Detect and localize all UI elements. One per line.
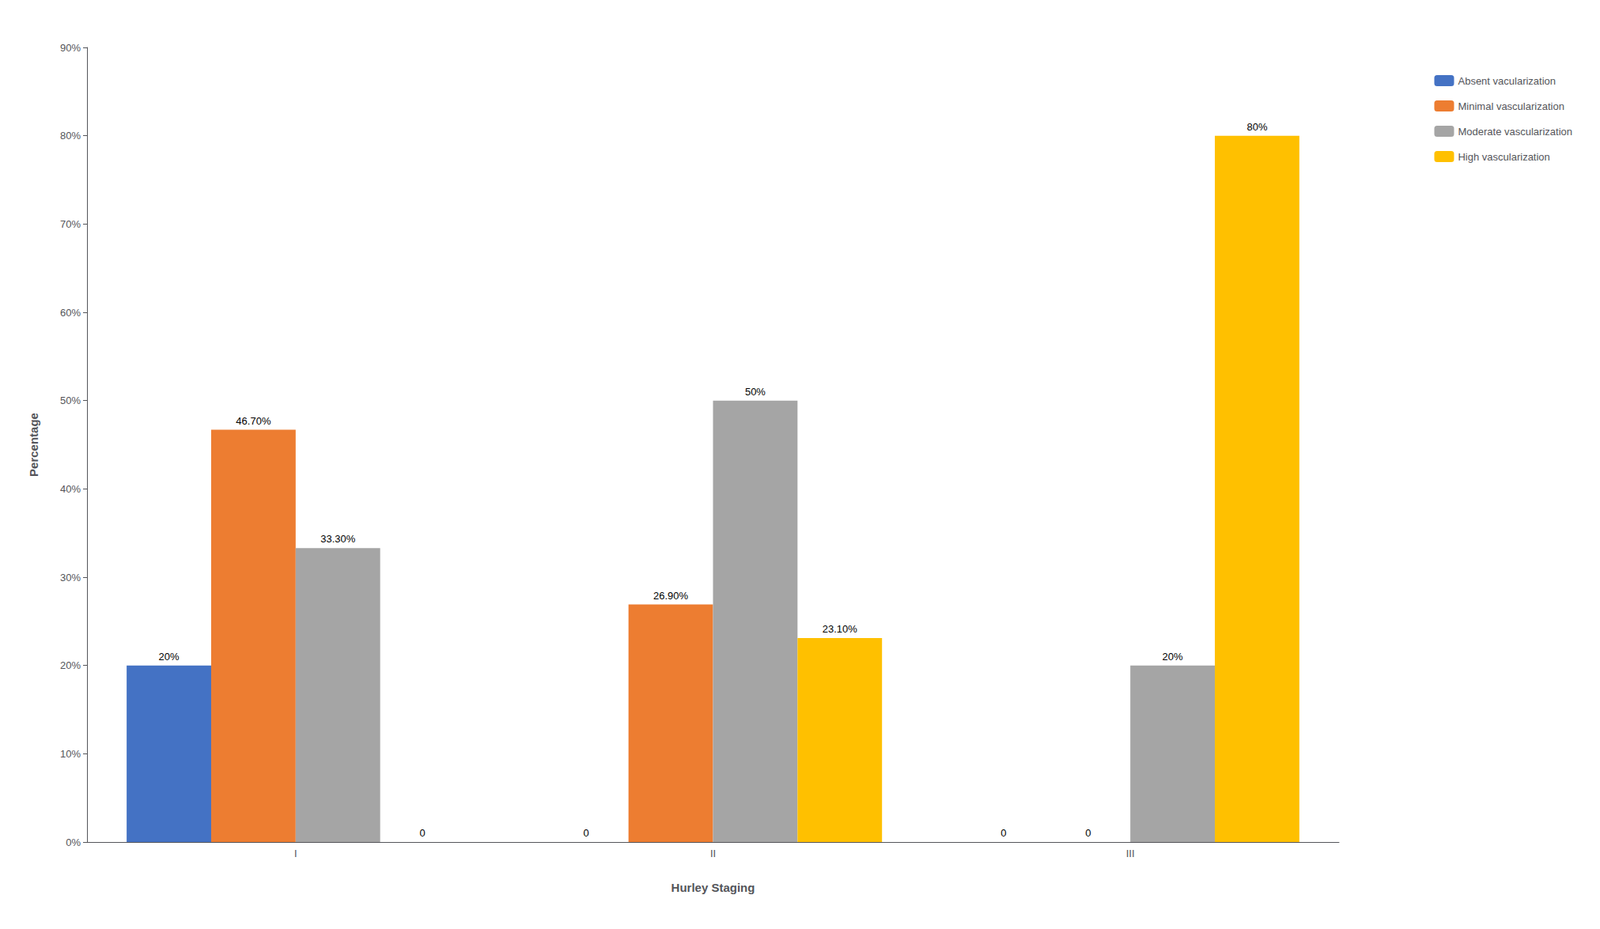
svg-text:46.70%: 46.70% bbox=[235, 415, 272, 428]
svg-text:20%: 20% bbox=[158, 650, 180, 663]
svg-text:60%: 60% bbox=[60, 306, 81, 319]
svg-text:80%: 80% bbox=[1246, 121, 1268, 133]
svg-text:23.10%: 23.10% bbox=[822, 623, 859, 636]
svg-text:Hurley Staging: Hurley Staging bbox=[671, 881, 756, 895]
svg-text:70%: 70% bbox=[60, 218, 81, 231]
svg-text:0%: 0% bbox=[65, 836, 81, 849]
svg-text:20%: 20% bbox=[1162, 650, 1184, 663]
svg-text:10%: 10% bbox=[60, 748, 81, 761]
svg-text:0: 0 bbox=[583, 827, 590, 840]
svg-text:33.30%: 33.30% bbox=[320, 533, 356, 545]
svg-text:Percentage: Percentage bbox=[26, 412, 41, 477]
svg-text:Minimal vascularization: Minimal vascularization bbox=[1457, 100, 1564, 113]
svg-text:90%: 90% bbox=[60, 41, 81, 54]
svg-text:III: III bbox=[1126, 847, 1135, 860]
svg-text:80%: 80% bbox=[60, 129, 81, 142]
svg-text:26.90%: 26.90% bbox=[653, 590, 689, 602]
svg-text:50%: 50% bbox=[60, 394, 81, 407]
svg-text:40%: 40% bbox=[60, 483, 81, 496]
svg-text:0: 0 bbox=[1000, 827, 1007, 840]
svg-text:0: 0 bbox=[1085, 827, 1091, 840]
svg-text:Absent vacularization: Absent vacularization bbox=[1457, 75, 1556, 87]
svg-text:Moderate vascularization: Moderate vascularization bbox=[1457, 125, 1573, 138]
svg-text:0: 0 bbox=[419, 827, 425, 840]
svg-text:50%: 50% bbox=[745, 385, 766, 398]
svg-text:20%: 20% bbox=[60, 659, 81, 672]
svg-text:30%: 30% bbox=[60, 571, 81, 584]
svg-text:High vascularization: High vascularization bbox=[1457, 151, 1550, 163]
svg-text:II: II bbox=[710, 847, 716, 860]
svg-text:I: I bbox=[294, 847, 298, 860]
